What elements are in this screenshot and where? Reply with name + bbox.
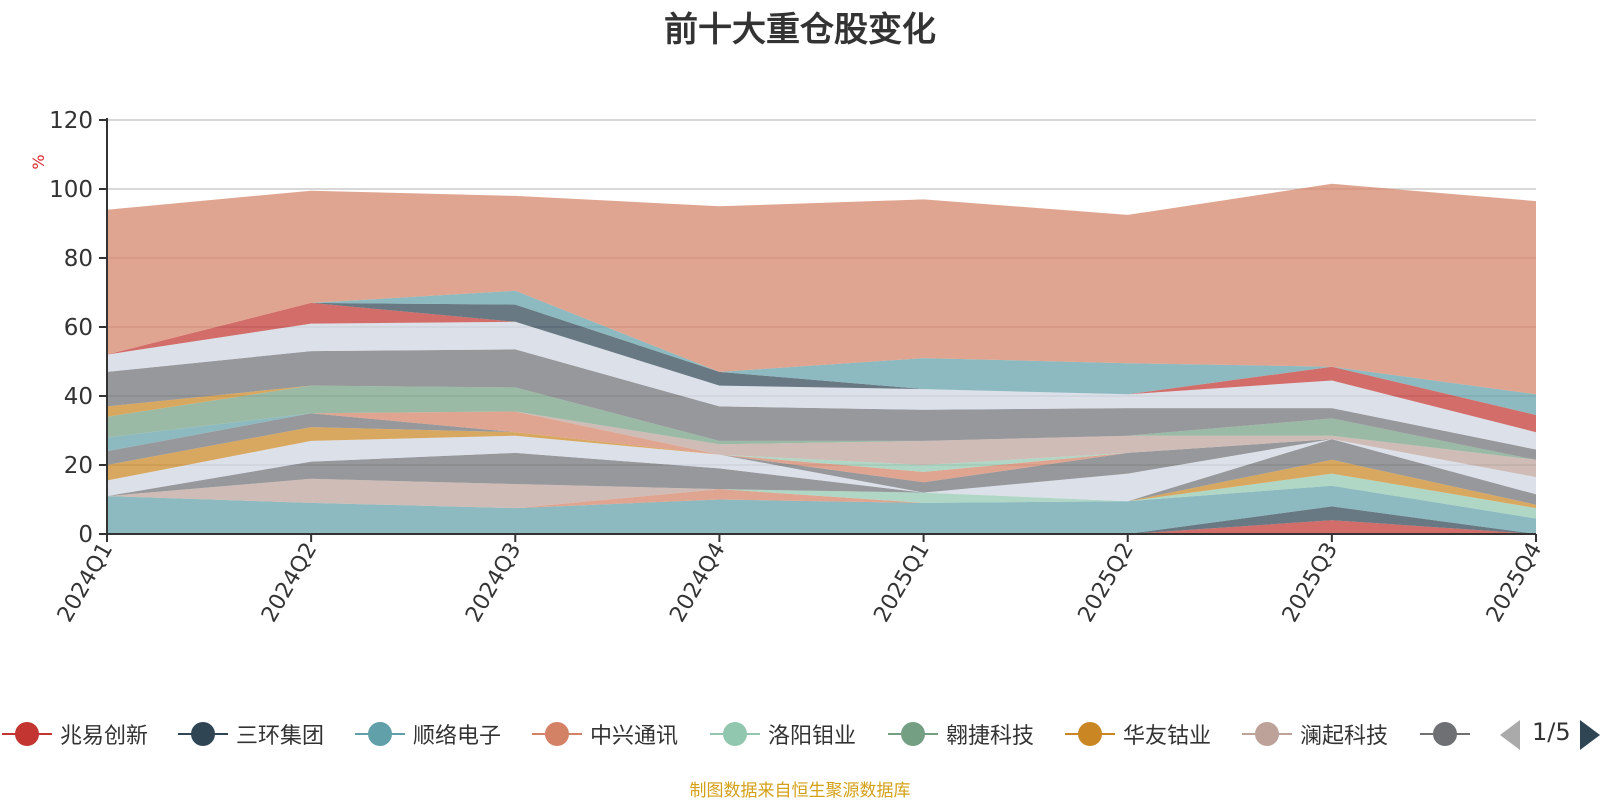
legend-item[interactable]: 三环集团 xyxy=(178,712,324,756)
x-tick-label: 2025Q2 xyxy=(1074,539,1139,627)
legend-label: 华友钴业 xyxy=(1123,724,1212,749)
area-series-7 xyxy=(107,459,1536,509)
legend-item[interactable] xyxy=(1420,712,1470,756)
legend-next-page-icon[interactable] xyxy=(1580,720,1600,750)
area-series-20 xyxy=(107,385,1536,460)
area-series-9 xyxy=(107,435,1536,502)
x-tick-label: 2025Q3 xyxy=(1278,539,1343,627)
legend-marker-icon xyxy=(355,720,405,748)
legend-marker-icon xyxy=(178,720,228,748)
legend-items: 兆易创新 三环集团 顺络电子 中兴通讯 洛阳钼业 翱捷科技 华友钴业 澜起科技 xyxy=(0,712,1470,756)
legend-page-indicator: 1/5 xyxy=(1532,718,1571,746)
legend-label: 兆易创新 xyxy=(60,724,149,749)
legend-marker-icon xyxy=(1242,720,1292,748)
x-tick-label: 2024Q4 xyxy=(665,539,730,627)
y-tick-label: 0 xyxy=(78,522,93,548)
area-series-19 xyxy=(107,385,1536,460)
legend-marker-icon xyxy=(1065,720,1115,748)
legend-marker-icon xyxy=(888,720,938,748)
legend-marker-icon xyxy=(532,720,582,748)
y-tick-label: 40 xyxy=(64,384,93,410)
legend-label: 顺络电子 xyxy=(413,724,502,749)
area-series-layer xyxy=(107,183,1536,534)
legend-item[interactable]: 澜起科技 xyxy=(1242,712,1388,756)
y-tick-label: 80 xyxy=(64,246,93,272)
area-series-1 xyxy=(107,506,1536,534)
x-tick-label: 2024Q3 xyxy=(461,539,526,627)
y-axis-label: % xyxy=(29,154,48,169)
area-series-0 xyxy=(107,520,1536,534)
y-tick-label: 60 xyxy=(64,315,93,341)
area-series-8 xyxy=(107,439,1536,505)
area-series-21 xyxy=(107,349,1536,460)
legend-pager: 1/5 xyxy=(1498,712,1600,756)
legend-label: 中兴通讯 xyxy=(590,724,679,749)
legend-item[interactable]: 翱捷科技 xyxy=(888,712,1034,756)
legend-label: 翱捷科技 xyxy=(946,724,1035,749)
data-source-note: 制图数据来自恒生聚源数据库 xyxy=(689,781,911,801)
legend: 兆易创新 三环集团 顺络电子 中兴通讯 洛阳钼业 翱捷科技 华友钴业 澜起科技 1/5 xyxy=(0,712,1600,756)
area-series-6 xyxy=(107,459,1536,509)
y-tick-label: 100 xyxy=(49,177,93,203)
legend-item[interactable]: 中兴通讯 xyxy=(532,712,678,756)
legend-marker-icon xyxy=(710,720,760,748)
legend-item[interactable]: 洛阳钼业 xyxy=(710,712,856,756)
legend-marker-icon xyxy=(2,720,52,748)
x-tick-label: 2025Q1 xyxy=(869,539,934,627)
y-tick-label: 20 xyxy=(64,453,93,479)
area-series-26 xyxy=(107,183,1536,395)
x-tick-label: 2024Q2 xyxy=(257,539,322,627)
legend-item[interactable]: 兆易创新 xyxy=(2,712,148,756)
y-tick-label: 120 xyxy=(49,108,93,134)
area-series-22 xyxy=(107,321,1536,450)
x-tick-label: 2024Q1 xyxy=(53,539,118,627)
chart-title: 前十大重仓股变化 xyxy=(664,10,936,50)
area-series-17 xyxy=(107,411,1536,478)
legend-item[interactable]: 华友钴业 xyxy=(1065,712,1211,756)
legend-label: 洛阳钼业 xyxy=(768,724,857,749)
area-series-2 xyxy=(107,485,1536,534)
legend-item[interactable]: 顺络电子 xyxy=(355,712,501,756)
x-tick-label: 2025Q4 xyxy=(1482,539,1547,627)
legend-prev-page-icon[interactable] xyxy=(1500,720,1520,750)
area-series-25 xyxy=(107,290,1536,415)
legend-marker-icon xyxy=(1420,720,1470,748)
legend-label: 三环集团 xyxy=(236,724,325,749)
area-series-14 xyxy=(107,411,1536,483)
legend-label: 澜起科技 xyxy=(1300,724,1389,749)
